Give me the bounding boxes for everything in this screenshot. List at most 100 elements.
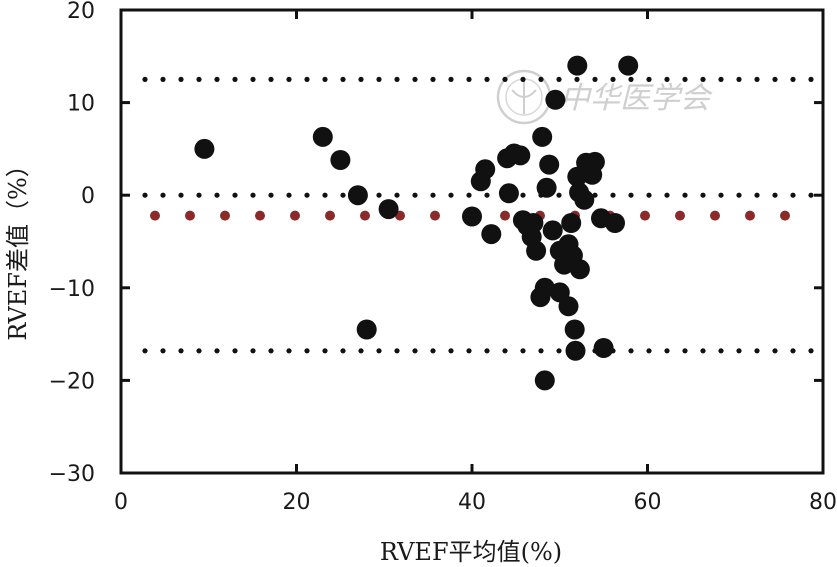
reference-line-dot [520,192,526,198]
axis-ticks [121,10,823,473]
reference-line-dot [150,210,160,221]
reference-line-dot [736,348,742,354]
reference-line-dot [780,210,790,221]
reference-line-dot [466,348,472,354]
reference-line-dot [268,76,274,82]
reference-line-dot [304,192,310,198]
data-point [605,213,625,233]
y-tick-label: −20 [49,369,95,394]
reference-line-dot [376,348,382,354]
y-tick-label: 10 [67,92,95,117]
reference-line-dot [682,76,688,82]
watermark-text: 中华医学会 [560,81,713,116]
reference-line-dot [790,76,796,82]
watermark: 中华医学会 [496,69,713,125]
reference-line-dot [412,348,418,354]
reference-line-dot [700,348,706,354]
data-point [462,206,482,227]
reference-line-dot [286,76,292,82]
reference-line-dot [232,192,238,198]
reference-line-dot [232,76,238,82]
data-point [526,240,547,261]
reference-line-dot [700,192,706,198]
reference-line-dot [360,210,370,221]
reference-line-dot [412,192,418,198]
reference-line-dot [718,348,724,354]
reference-line-dot [520,348,526,354]
data-point [481,224,502,245]
data-point [545,89,566,110]
reference-line-dot [466,192,472,198]
reference-line-dot [700,76,706,82]
reference-line-dot [808,348,814,354]
reference-line-dot [664,76,670,82]
data-point [536,177,557,198]
reference-line-dot [610,76,616,82]
reference-line-dot [628,192,634,198]
reference-line-dot [196,348,202,354]
reference-line-0 [142,76,814,82]
y-tick-label: 20 [67,0,95,24]
reference-line-dot [290,210,300,221]
reference-line-dot [322,76,328,82]
reference-line-dot [196,192,202,198]
reference-line-dot [376,76,382,82]
reference-line-dot [556,192,562,198]
reference-line-dot [160,76,166,82]
reference-line-dot [430,192,436,198]
reference-line-1 [142,192,814,198]
data-point [567,55,588,76]
reference-line-dot [754,348,760,354]
data-point [558,296,579,317]
x-tick-label: 20 [283,490,311,515]
reference-line-dot [790,192,796,198]
reference-line-dot [484,192,490,198]
reference-line-dot [484,76,490,82]
reference-line-dot [538,348,544,354]
reference-line-dot [646,348,652,354]
reference-line-dot [448,192,454,198]
reference-line-dot [178,76,184,82]
reference-line-dot [736,192,742,198]
reference-line-dot [142,348,148,354]
y-tick-label: −30 [49,462,95,487]
reference-line-dot [520,76,526,82]
data-point [498,183,519,204]
reference-line-dot [664,192,670,198]
data-point [356,319,377,340]
reference-line-dot [340,76,346,82]
reference-line-dot [736,76,742,82]
reference-line-3 [142,348,814,354]
tick-labels: 0 20 40 60 80 20 10 0 −10 −20 −30 [49,0,837,515]
reference-line-dot [646,192,652,198]
data-points [194,55,639,391]
reference-line-dot [745,210,755,221]
data-point [539,154,560,175]
reference-line-dot [556,348,562,354]
data-point [330,150,351,170]
reference-line-dot [628,348,634,354]
data-point [593,338,614,358]
data-point [569,259,590,280]
reference-line-dot [430,348,436,354]
reference-line-dot [214,76,220,82]
data-point [532,126,553,147]
reference-line-dot [682,348,688,354]
reference-line-dot [772,348,778,354]
reference-line-dot [220,210,230,221]
reference-line-dot [628,76,634,82]
reference-line-dot [340,192,346,198]
reference-line-dot [448,76,454,82]
y-tick-label: 0 [81,184,95,209]
reference-line-dot [754,76,760,82]
data-point [618,55,639,76]
reference-line-dot [790,348,796,354]
reference-line-dot [394,348,400,354]
reference-line-dot [160,348,166,354]
reference-line-dot [808,192,814,198]
reference-line-dot [430,210,440,221]
reference-line-dot [538,76,544,82]
data-point [574,189,595,210]
reference-line-dot [682,192,688,198]
reference-line-dot [808,76,814,82]
